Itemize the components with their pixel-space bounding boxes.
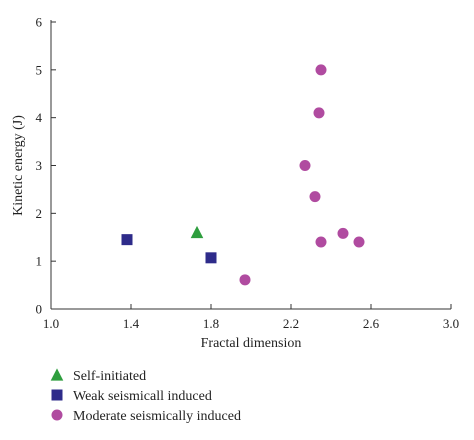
axes (50, 20, 451, 310)
x-tick-label: 3.0 (443, 316, 459, 331)
data-point (353, 236, 365, 248)
x-axis-title: Fractal dimension (201, 336, 302, 351)
x-tick-label: 1.4 (123, 316, 140, 331)
legend-marker (51, 409, 63, 421)
x-tick-label: 1.0 (43, 316, 59, 331)
y-tick-label: 4 (36, 110, 43, 125)
y-tick-label: 3 (36, 158, 43, 173)
data-point (190, 225, 204, 239)
legend-label: Moderate seismically induced (73, 409, 241, 424)
y-tick-label: 0 (36, 302, 43, 317)
data-point (121, 234, 133, 246)
y-tick-label: 5 (36, 62, 43, 77)
legend-marker (50, 368, 64, 381)
x-tick-label: 1.8 (203, 316, 219, 331)
x-ticks: 1.0 1.4 1.8 2.2 2.6 3.0 (43, 304, 459, 331)
data-point (313, 107, 325, 119)
series-circle-points (239, 64, 365, 286)
y-tick-label: 1 (36, 254, 43, 269)
data-point (205, 252, 217, 264)
legend-label: Weak seismicall induced (73, 389, 212, 404)
data-point (239, 274, 251, 286)
x-tick-label: 2.6 (363, 316, 380, 331)
legend-marker (51, 389, 63, 401)
y-tick-label: 2 (36, 206, 43, 221)
y-axis-title: Kinetic energy (J) (11, 115, 26, 216)
y-ticks: 0 1 2 3 4 5 6 (36, 15, 56, 317)
legend-label: Self-initiated (73, 369, 146, 384)
legend-item: Moderate seismically induced (51, 409, 241, 424)
x-tick-label: 2.2 (283, 316, 299, 331)
data-point (315, 236, 327, 248)
data-point (299, 160, 311, 171)
data-point (309, 191, 321, 203)
data-point (315, 64, 327, 76)
data-points (121, 64, 365, 286)
data-point (337, 227, 349, 239)
legend: Self-initiated Weak seismicall induced Mod… (50, 368, 241, 424)
legend-item: Self-initiated (50, 368, 146, 384)
y-tick-label: 6 (36, 15, 43, 30)
series-triangle-points (190, 225, 204, 239)
series-square-points (121, 234, 217, 264)
legend-item: Weak seismicall induced (51, 389, 212, 404)
